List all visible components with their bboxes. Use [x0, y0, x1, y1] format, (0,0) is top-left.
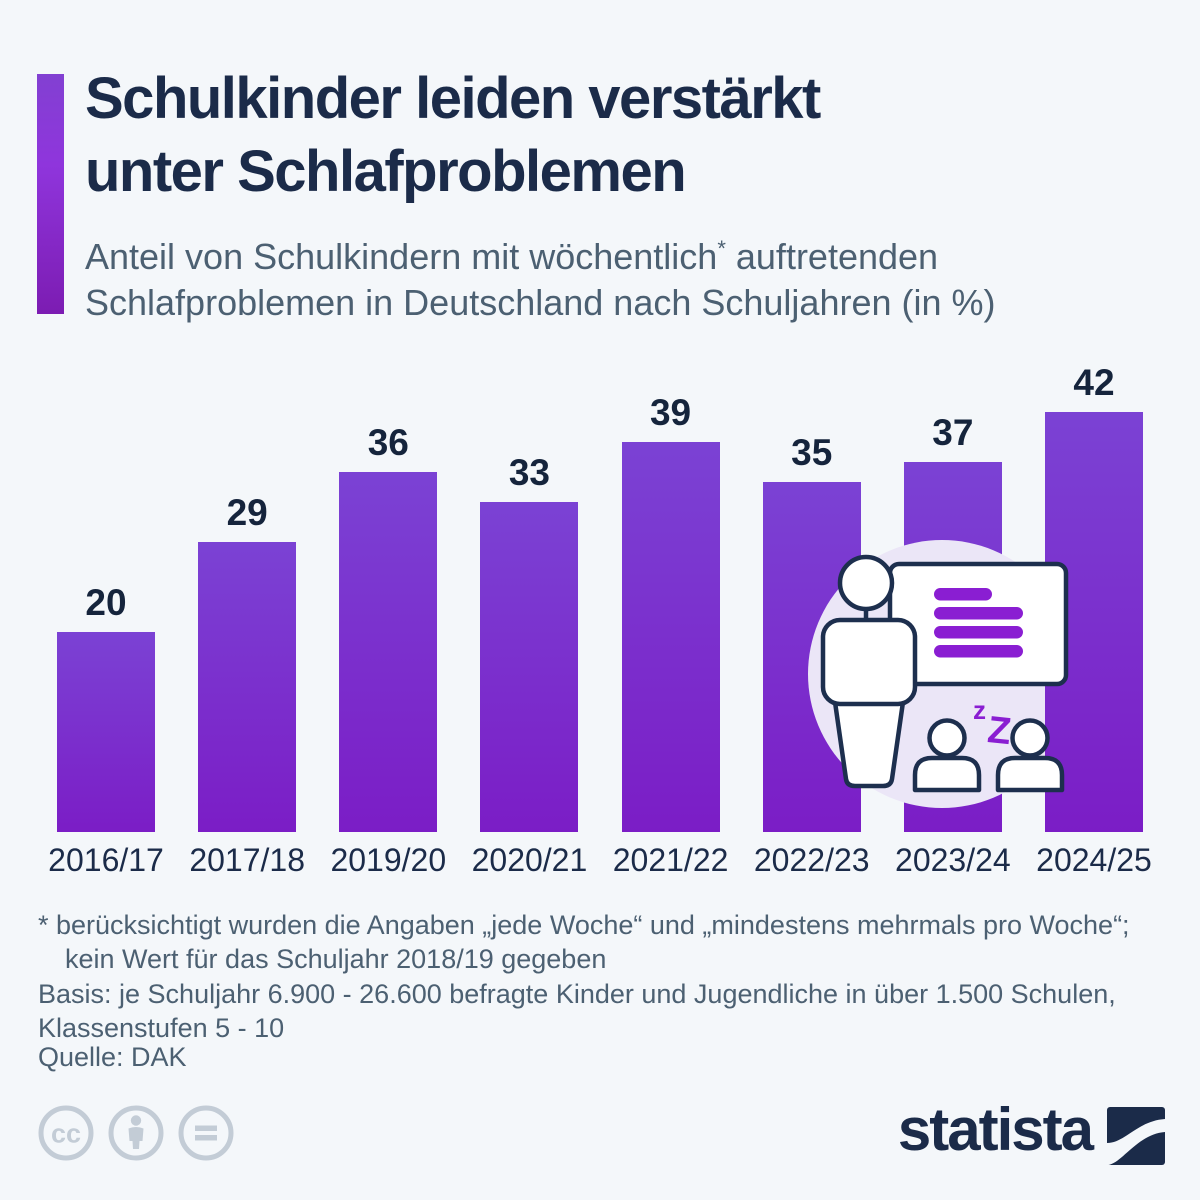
bar-column: 36	[339, 422, 438, 832]
attribution-icon[interactable]	[107, 1104, 165, 1162]
svg-text:cc: cc	[51, 1119, 81, 1149]
statista-wordmark: statista	[897, 1096, 1094, 1163]
x-axis-label: 2017/18	[189, 842, 305, 878]
x-axis-label: 2024/25	[1036, 842, 1152, 878]
x-axis-labels: 2016/17 2017/18 2019/20 2020/21 2021/22 2022/…	[48, 842, 1152, 879]
classroom-illustration: z Z	[820, 554, 1069, 793]
bar	[198, 542, 297, 832]
bar-value-label: 20	[85, 582, 127, 623]
x-axis-label: 2020/21	[471, 842, 588, 878]
bar-column: 20	[57, 582, 155, 832]
zzz-big-z: Z	[986, 709, 1013, 753]
bar-column: 33	[480, 452, 579, 832]
no-derivatives-icon[interactable]	[177, 1104, 235, 1162]
bar-value-label: 39	[649, 392, 692, 433]
title-accent-bar	[37, 74, 64, 314]
x-axis-label: 2016/17	[48, 842, 164, 878]
bar	[621, 442, 720, 832]
footnote-line: Klassenstufen 5 - 10	[38, 1012, 285, 1043]
x-axis-label: 2019/20	[330, 842, 447, 878]
statista-logo-icon	[1107, 1107, 1165, 1165]
subtitle-line-2: Schlafproblemen in Deutschland nach Schu…	[85, 282, 996, 324]
bar	[57, 632, 155, 832]
subtitle-line-1: Anteil von Schulkindern mit wöchentlich*…	[85, 236, 939, 277]
sleeping-students-icon	[912, 718, 1065, 793]
page-title: Schulkinder leiden verstärkt unter Schla…	[85, 62, 1165, 208]
teacher-icon	[820, 554, 918, 789]
zzz-small-z: z	[973, 695, 986, 725]
license-icons: cc	[37, 1104, 235, 1162]
title-line-1: Schulkinder leiden verstärkt	[85, 66, 821, 131]
whiteboard-icon	[887, 561, 1069, 687]
bar-value-label: 33	[508, 452, 550, 493]
cc-icon[interactable]: cc	[37, 1104, 95, 1162]
title-line-2: unter Schlafproblemen	[85, 139, 687, 205]
bar	[339, 472, 438, 832]
page-subtitle: Anteil von Schulkindern mit wöchentlich*…	[85, 234, 1145, 326]
footnote-asterisk: *	[717, 236, 726, 261]
x-axis-label: 2022/23	[753, 842, 870, 878]
bar-value-label: 35	[791, 432, 833, 473]
bar-value-label: 29	[226, 492, 268, 533]
x-axis-label: 2023/24	[895, 842, 1011, 878]
bar-column: 39	[621, 392, 720, 832]
bar-value-label: 36	[367, 422, 409, 463]
zzz-icon: z Z	[973, 695, 1013, 753]
bar-value-label: 37	[932, 412, 974, 453]
footnote-line: Basis: je Schuljahr 6.900 - 26.600 befra…	[38, 978, 1116, 1009]
bar-value-label: 42	[1073, 362, 1115, 403]
statista-branding[interactable]: statista	[898, 1098, 1165, 1165]
bar-column: 29	[198, 492, 297, 832]
footnote-line: * berücksichtigt wurden die Angaben „jed…	[38, 910, 1130, 940]
bar	[480, 502, 579, 832]
footnote-line: kein Wert für das Schuljahr 2018/19 gege…	[65, 944, 607, 975]
footnote-lines: * berücksichtigt wurden die Angaben „jed…	[38, 908, 1168, 1045]
source-line: Quelle: DAK	[38, 1042, 187, 1072]
x-axis-label: 2021/22	[612, 842, 729, 878]
